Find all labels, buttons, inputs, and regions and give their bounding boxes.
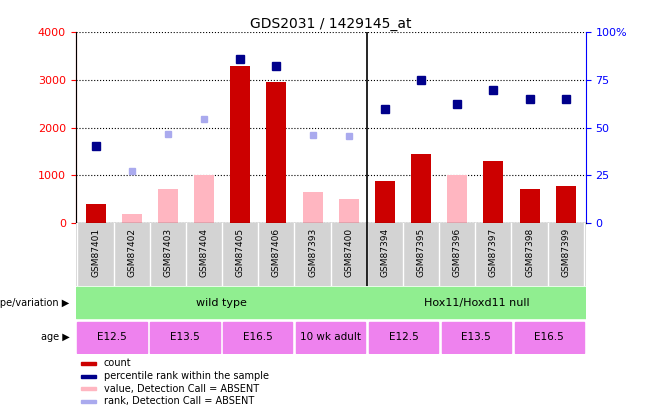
Text: GSM87403: GSM87403 bbox=[163, 228, 172, 277]
Bar bbox=[266, 82, 286, 223]
Bar bbox=[230, 66, 250, 223]
Bar bbox=[81, 400, 96, 403]
Text: percentile rank within the sample: percentile rank within the sample bbox=[104, 371, 268, 381]
Bar bbox=[194, 175, 214, 223]
Bar bbox=[411, 154, 431, 223]
Text: E13.5: E13.5 bbox=[461, 332, 492, 342]
Bar bbox=[484, 161, 503, 223]
Text: E12.5: E12.5 bbox=[389, 332, 418, 342]
Text: E12.5: E12.5 bbox=[97, 332, 127, 342]
Bar bbox=[76, 287, 367, 318]
Title: GDS2031 / 1429145_at: GDS2031 / 1429145_at bbox=[250, 17, 411, 31]
Bar bbox=[86, 204, 105, 223]
Text: GSM87399: GSM87399 bbox=[561, 228, 570, 277]
Text: GSM87400: GSM87400 bbox=[344, 228, 353, 277]
Text: GSM87404: GSM87404 bbox=[199, 228, 209, 277]
Text: GSM87402: GSM87402 bbox=[127, 228, 136, 277]
Text: GSM87406: GSM87406 bbox=[272, 228, 281, 277]
Bar bbox=[158, 190, 178, 223]
Text: GSM87405: GSM87405 bbox=[236, 228, 245, 277]
Text: GSM87395: GSM87395 bbox=[417, 228, 426, 277]
Text: Hox11/Hoxd11 null: Hox11/Hoxd11 null bbox=[424, 298, 529, 308]
Bar bbox=[78, 322, 147, 353]
Bar bbox=[447, 175, 467, 223]
Bar bbox=[122, 214, 141, 223]
Bar bbox=[515, 322, 584, 353]
Bar bbox=[556, 185, 576, 223]
Bar bbox=[223, 322, 292, 353]
Bar bbox=[150, 322, 220, 353]
Text: 10 wk adult: 10 wk adult bbox=[300, 332, 361, 342]
Bar bbox=[367, 287, 586, 318]
Text: genotype/variation ▶: genotype/variation ▶ bbox=[0, 298, 70, 308]
Bar bbox=[369, 322, 438, 353]
Text: rank, Detection Call = ABSENT: rank, Detection Call = ABSENT bbox=[104, 396, 254, 405]
Text: GSM87393: GSM87393 bbox=[308, 228, 317, 277]
Text: count: count bbox=[104, 358, 132, 369]
Bar bbox=[81, 362, 96, 365]
Text: GSM87401: GSM87401 bbox=[91, 228, 100, 277]
Bar bbox=[442, 322, 511, 353]
Bar bbox=[303, 192, 322, 223]
Text: wild type: wild type bbox=[196, 298, 247, 308]
Bar bbox=[339, 199, 359, 223]
Bar bbox=[81, 387, 96, 390]
Bar bbox=[520, 190, 540, 223]
Text: value, Detection Call = ABSENT: value, Detection Call = ABSENT bbox=[104, 384, 259, 394]
Text: E13.5: E13.5 bbox=[170, 332, 200, 342]
Bar bbox=[296, 322, 365, 353]
Text: age ▶: age ▶ bbox=[41, 332, 70, 342]
Text: GSM87397: GSM87397 bbox=[489, 228, 498, 277]
Text: GSM87396: GSM87396 bbox=[453, 228, 462, 277]
Text: E16.5: E16.5 bbox=[534, 332, 564, 342]
Text: E16.5: E16.5 bbox=[243, 332, 272, 342]
Text: GSM87394: GSM87394 bbox=[380, 228, 390, 277]
Bar bbox=[375, 181, 395, 223]
Text: GSM87398: GSM87398 bbox=[525, 228, 534, 277]
Bar bbox=[81, 375, 96, 377]
